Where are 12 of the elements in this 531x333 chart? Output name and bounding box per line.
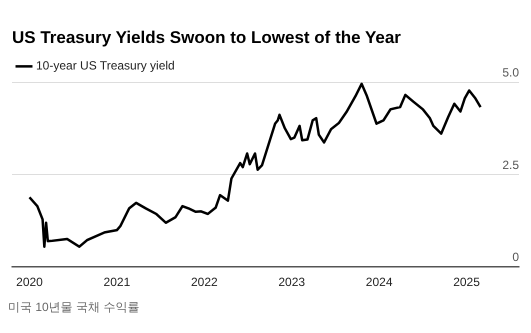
legend-label: 10-year US Treasury yield — [36, 58, 175, 73]
x-tick-label: 2020 — [16, 275, 44, 290]
x-tick-label: 2025 — [453, 275, 480, 290]
y-tick-label: 2.5 — [502, 158, 520, 172]
text: 미국 10년물 국채 수익률 — [8, 299, 140, 316]
chart-title: US Treasury Yields Swoon to Lowest of the Year — [12, 28, 402, 47]
x-tick-label: 2021 — [104, 275, 131, 290]
y-tick-label: 0 — [512, 250, 520, 264]
y-tick-label: 5.0 — [502, 66, 520, 80]
x-tick-label: 2022 — [190, 275, 218, 290]
x-tick-label: 2024 — [366, 275, 393, 290]
x-tick-label: 2023 — [278, 275, 306, 290]
